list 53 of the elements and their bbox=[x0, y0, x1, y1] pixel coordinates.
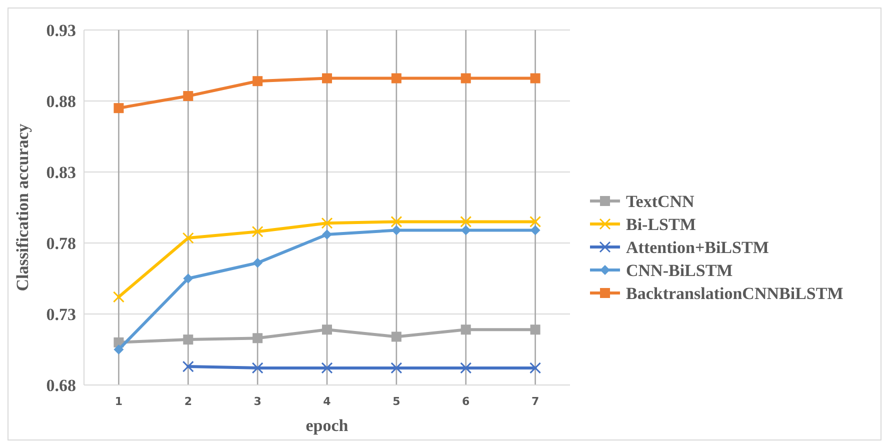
point bbox=[391, 332, 402, 342]
point bbox=[391, 73, 402, 84]
point bbox=[112, 291, 124, 303]
point bbox=[252, 362, 264, 374]
point bbox=[530, 225, 540, 236]
point bbox=[322, 73, 332, 84]
point bbox=[322, 324, 332, 335]
point bbox=[114, 344, 124, 354]
point bbox=[530, 324, 540, 335]
y-tick-label: 0.73 bbox=[46, 304, 76, 324]
point bbox=[252, 76, 263, 86]
point bbox=[252, 226, 264, 238]
y-axis-title: Classification accuracy bbox=[13, 123, 32, 292]
y-tick-label: 0.68 bbox=[46, 376, 76, 395]
legend-label: TextCNN bbox=[626, 192, 696, 211]
point bbox=[321, 362, 333, 374]
y-tick-label: 0.78 bbox=[46, 234, 76, 253]
point bbox=[182, 232, 194, 244]
y-tick-label: 0.88 bbox=[46, 92, 76, 111]
point bbox=[252, 333, 263, 344]
point bbox=[460, 216, 472, 228]
x-tick-label: 7 bbox=[531, 395, 540, 408]
legend-label: Attention+BiLSTM bbox=[626, 238, 769, 257]
point bbox=[183, 274, 194, 284]
point bbox=[530, 362, 542, 374]
y-tick-label: 0.83 bbox=[46, 162, 76, 182]
point bbox=[460, 73, 471, 84]
y-tick-label: 0.93 bbox=[46, 20, 76, 40]
x-tick-label: 1 bbox=[114, 395, 123, 408]
x-tick-label: 2 bbox=[184, 395, 192, 408]
legend-label: CNN-BiLSTM bbox=[626, 260, 733, 280]
point bbox=[460, 225, 471, 236]
point bbox=[322, 229, 332, 240]
point bbox=[114, 103, 124, 114]
x-axis-title: epoch bbox=[306, 416, 349, 435]
x-tick-label: 5 bbox=[392, 395, 400, 408]
point bbox=[530, 73, 540, 84]
x-tick-label: 4 bbox=[323, 395, 332, 408]
point bbox=[530, 216, 542, 228]
point bbox=[460, 362, 472, 374]
point bbox=[391, 225, 402, 236]
x-tick-label: 6 bbox=[462, 395, 470, 408]
legend-label: Bi-LSTM bbox=[626, 214, 696, 234]
point bbox=[252, 258, 263, 268]
point bbox=[390, 216, 402, 228]
point bbox=[460, 324, 471, 335]
point bbox=[182, 360, 194, 372]
point bbox=[183, 334, 194, 345]
legend-label: BacktranslationCNNBiLSTM bbox=[626, 284, 844, 303]
point bbox=[390, 362, 402, 374]
point bbox=[321, 217, 333, 229]
point bbox=[183, 91, 194, 102]
x-tick-label: 3 bbox=[254, 395, 262, 408]
